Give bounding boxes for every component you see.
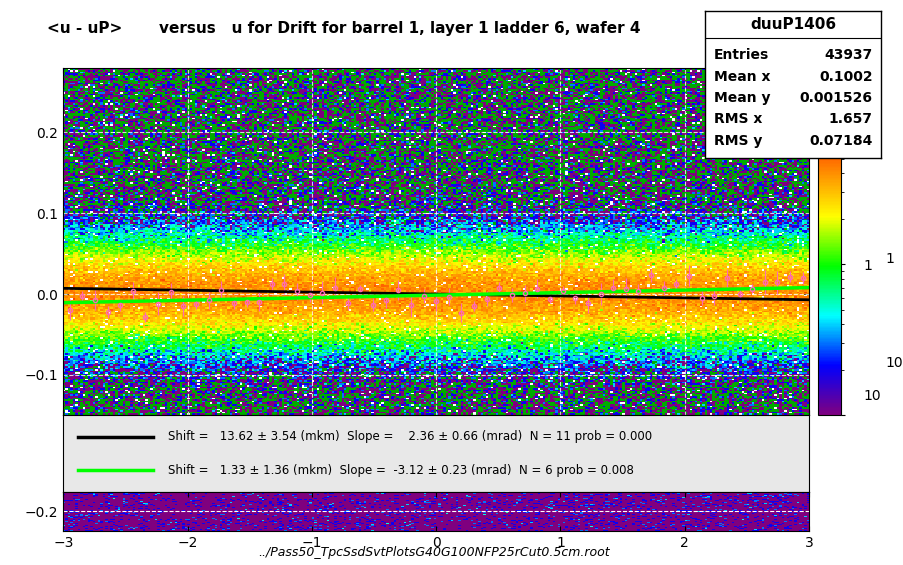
Text: Mean x: Mean x <box>713 69 769 84</box>
Text: 0.1002: 0.1002 <box>818 69 871 84</box>
Text: Entries: Entries <box>713 49 768 62</box>
Text: 0.07184: 0.07184 <box>808 133 871 147</box>
Text: RMS x: RMS x <box>713 112 761 126</box>
Text: 1.657: 1.657 <box>828 112 871 126</box>
Text: 0.001526: 0.001526 <box>798 91 871 105</box>
Text: Shift =   13.62 ± 3.54 (mkm)  Slope =    2.36 ± 0.66 (mrad)  N = 11 prob = 0.000: Shift = 13.62 ± 3.54 (mkm) Slope = 2.36 … <box>168 430 651 443</box>
Text: RMS y: RMS y <box>713 133 761 147</box>
Text: 10: 10 <box>862 389 880 402</box>
Text: 10: 10 <box>885 356 902 370</box>
Text: 1: 1 <box>862 259 871 272</box>
Text: ../Pass50_TpcSsdSvtPlotsG40G100NFP25rCut0.5cm.root: ../Pass50_TpcSsdSvtPlotsG40G100NFP25rCut… <box>258 546 609 559</box>
Text: 1: 1 <box>885 252 894 266</box>
Text: <u - uP>       versus   u for Drift for barrel 1, layer 1 ladder 6, wafer 4: <u - uP> versus u for Drift for barrel 1… <box>47 21 639 36</box>
Text: duuP1406: duuP1406 <box>749 17 835 32</box>
Text: Shift =   1.33 ± 1.36 (mkm)  Slope =  -3.12 ± 0.23 (mrad)  N = 6 prob = 0.008: Shift = 1.33 ± 1.36 (mkm) Slope = -3.12 … <box>168 464 633 477</box>
Text: Mean y: Mean y <box>713 91 769 105</box>
Text: 43937: 43937 <box>824 49 871 62</box>
